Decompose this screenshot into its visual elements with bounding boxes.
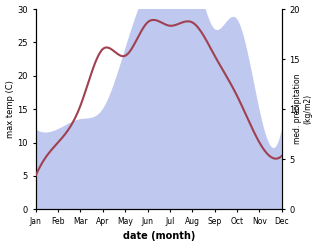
X-axis label: date (month): date (month)	[122, 231, 195, 242]
Y-axis label: med. precipitation
(kg/m2): med. precipitation (kg/m2)	[293, 74, 313, 144]
Y-axis label: max temp (C): max temp (C)	[5, 80, 15, 138]
